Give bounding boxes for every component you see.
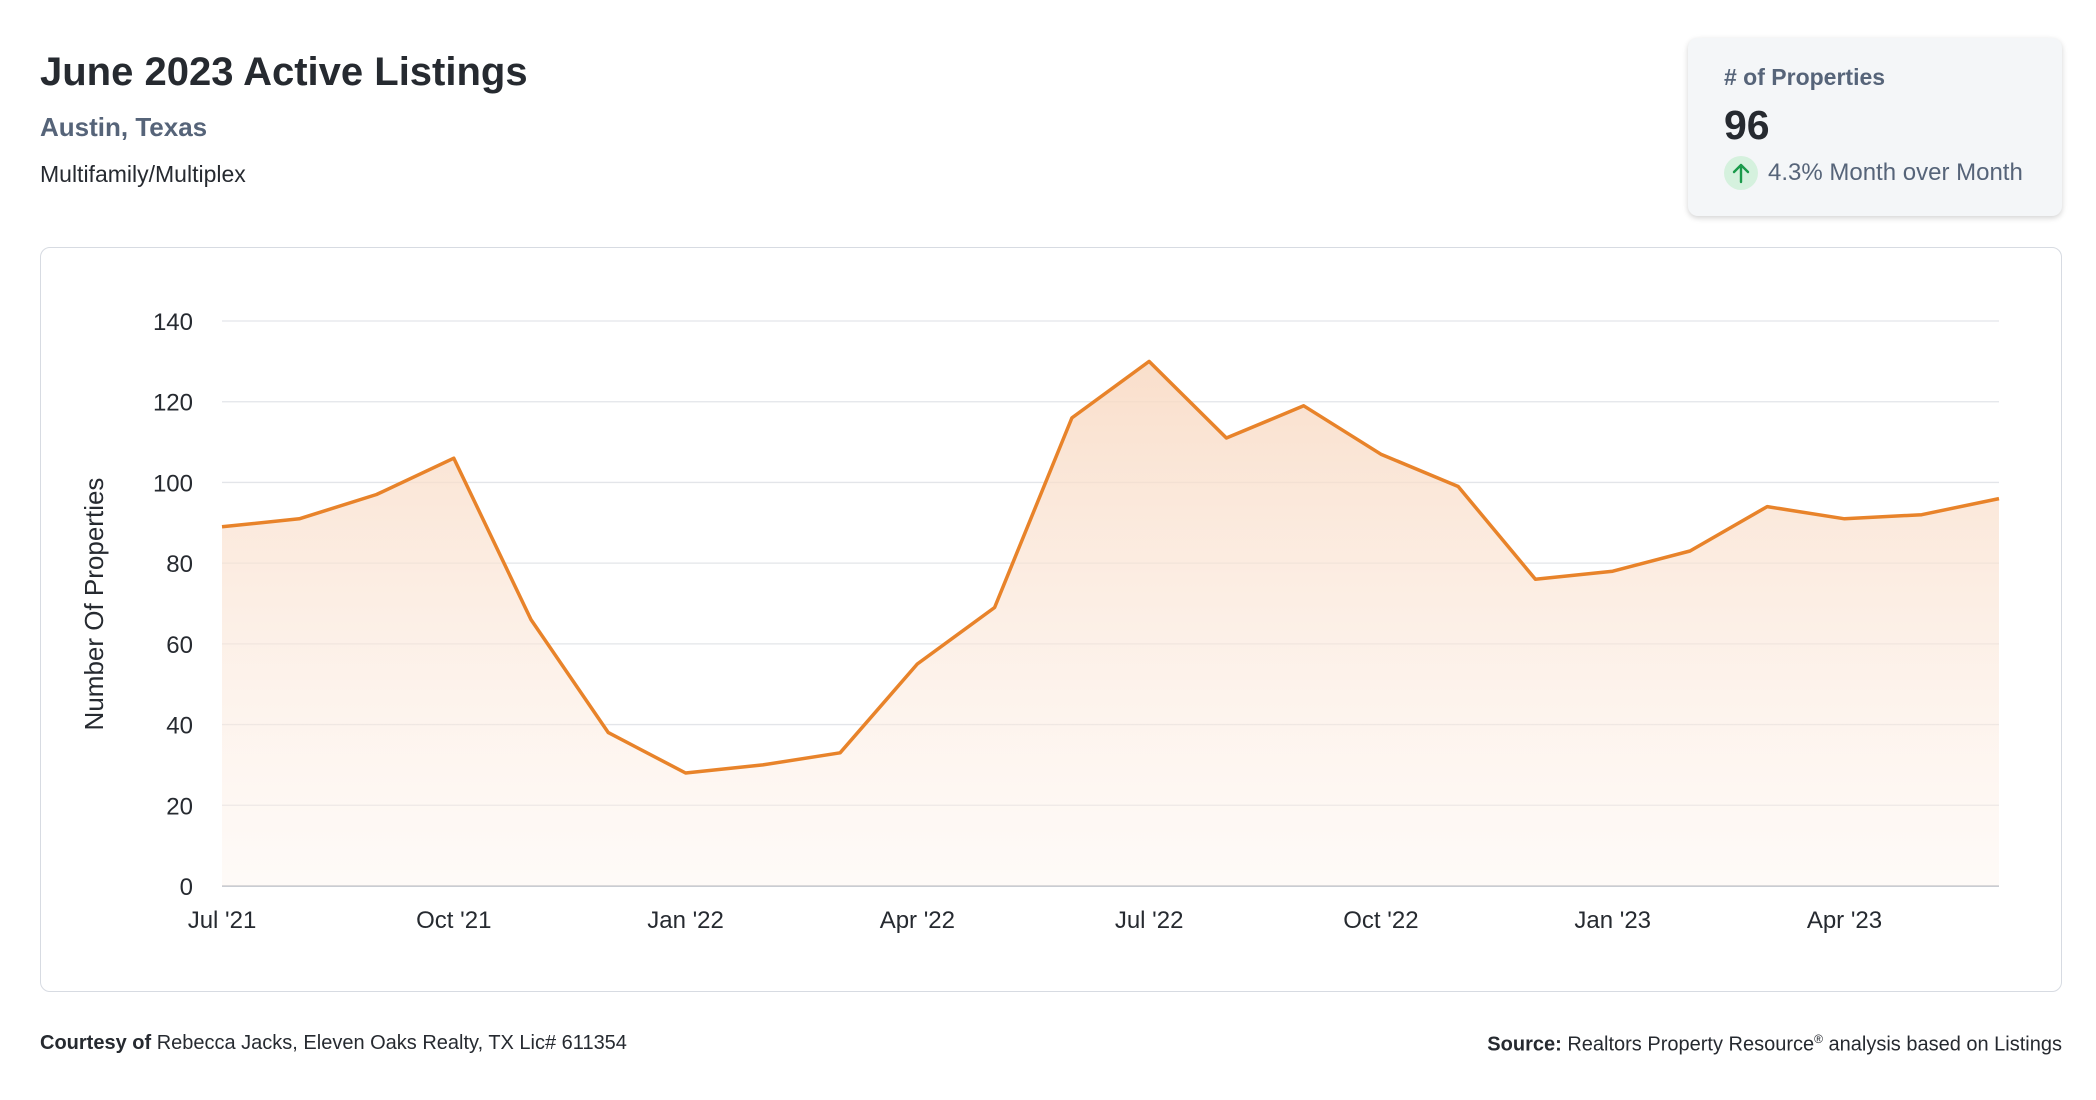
registered-mark: ®: [1814, 1032, 1823, 1046]
x-tick-label: Apr '22: [880, 907, 955, 934]
data-point[interactable]: [526, 615, 536, 625]
kpi-card: # of Properties 96 4.3% Month over Month: [1688, 38, 2062, 216]
x-tick-label: Oct '22: [1343, 907, 1418, 934]
data-point[interactable]: [1685, 546, 1695, 556]
y-tick-label: 20: [166, 793, 193, 820]
data-point[interactable]: [990, 603, 1000, 613]
data-point[interactable]: [217, 522, 227, 532]
area-fill-shape: [222, 361, 1999, 886]
data-point[interactable]: [603, 728, 613, 738]
kpi-change-text: 4.3% Month over Month: [1768, 159, 2023, 186]
x-tick-label: Jan '22: [647, 907, 724, 934]
active-listings-chart: 0 20 40 60 80 100 120 140 Jul '21 Oct '21 Jan '22…: [79, 309, 2004, 934]
data-point[interactable]: [1608, 566, 1618, 576]
data-point[interactable]: [1994, 494, 2004, 504]
y-tick-label: 60: [166, 632, 193, 659]
arrow-up-icon: [1724, 156, 1758, 190]
data-point[interactable]: [1762, 502, 1772, 512]
area-fill: [222, 361, 1999, 886]
page-title: June 2023 Active Listings: [40, 50, 528, 94]
x-tick-labels: Jul '21 Oct '21 Jan '22 Apr '22 Jul '22 Oct '…: [188, 907, 1882, 934]
data-point[interactable]: [1917, 510, 1927, 520]
location-subtitle: Austin, Texas: [40, 112, 208, 142]
x-tick-label: Jan '23: [1574, 907, 1651, 934]
y-tick-label: 80: [166, 551, 193, 578]
data-point[interactable]: [835, 748, 845, 758]
data-point[interactable]: [912, 659, 922, 669]
x-tick-label: Apr '23: [1807, 907, 1882, 934]
data-point[interactable]: [1376, 449, 1386, 459]
kpi-value: 96: [1724, 102, 1770, 148]
source-suffix: analysis based on Listings: [1828, 1033, 2062, 1056]
data-point[interactable]: [758, 760, 768, 770]
header: June 2023 Active Listings Austin, Texas …: [40, 44, 528, 190]
y-tick-label: 100: [153, 470, 193, 497]
source-footer: Source: Realtors Property Resource® anal…: [1487, 1032, 2062, 1057]
data-point[interactable]: [1067, 413, 1077, 423]
y-tick-label: 120: [153, 390, 193, 417]
x-tick-label: Jul '22: [1115, 907, 1184, 934]
series-line: [217, 356, 2004, 778]
source-text: Realtors Property Resource: [1567, 1033, 1815, 1056]
data-point[interactable]: [294, 514, 304, 524]
y-tick-label: 0: [180, 874, 193, 901]
y-axis-label: Number Of Properties: [79, 478, 109, 731]
data-point[interactable]: [1530, 574, 1540, 584]
courtesy-footer: Courtesy of Rebecca Jacks, Eleven Oaks R…: [40, 1032, 627, 1055]
kpi-label: # of Properties: [1724, 64, 1886, 90]
data-point[interactable]: [372, 490, 382, 500]
x-tick-label: Oct '21: [416, 907, 491, 934]
data-point[interactable]: [681, 768, 691, 778]
data-point[interactable]: [1144, 356, 1154, 366]
data-point[interactable]: [1839, 514, 1849, 524]
kpi-change: 4.3% Month over Month: [1724, 156, 2062, 190]
data-point[interactable]: [449, 453, 459, 463]
source-label: Source:: [1487, 1033, 1562, 1056]
data-point[interactable]: [1453, 481, 1463, 491]
chart-card: 0 20 40 60 80 100 120 140 Jul '21 Oct '21 Jan '22…: [40, 247, 2062, 992]
y-tick-label: 40: [166, 713, 193, 740]
listings-line: [221, 359, 2000, 775]
data-point[interactable]: [1221, 433, 1231, 443]
courtesy-text: Rebecca Jacks, Eleven Oaks Realty, TX Li…: [156, 1032, 627, 1054]
data-point[interactable]: [1299, 401, 1309, 411]
courtesy-label: Courtesy of: [40, 1032, 152, 1054]
y-tick-label: 140: [153, 309, 193, 336]
y-tick-labels: 0 20 40 60 80 100 120 140: [153, 309, 193, 901]
x-tick-label: Jul '21: [188, 907, 257, 934]
property-type: Multifamily/Multiplex: [40, 161, 246, 187]
